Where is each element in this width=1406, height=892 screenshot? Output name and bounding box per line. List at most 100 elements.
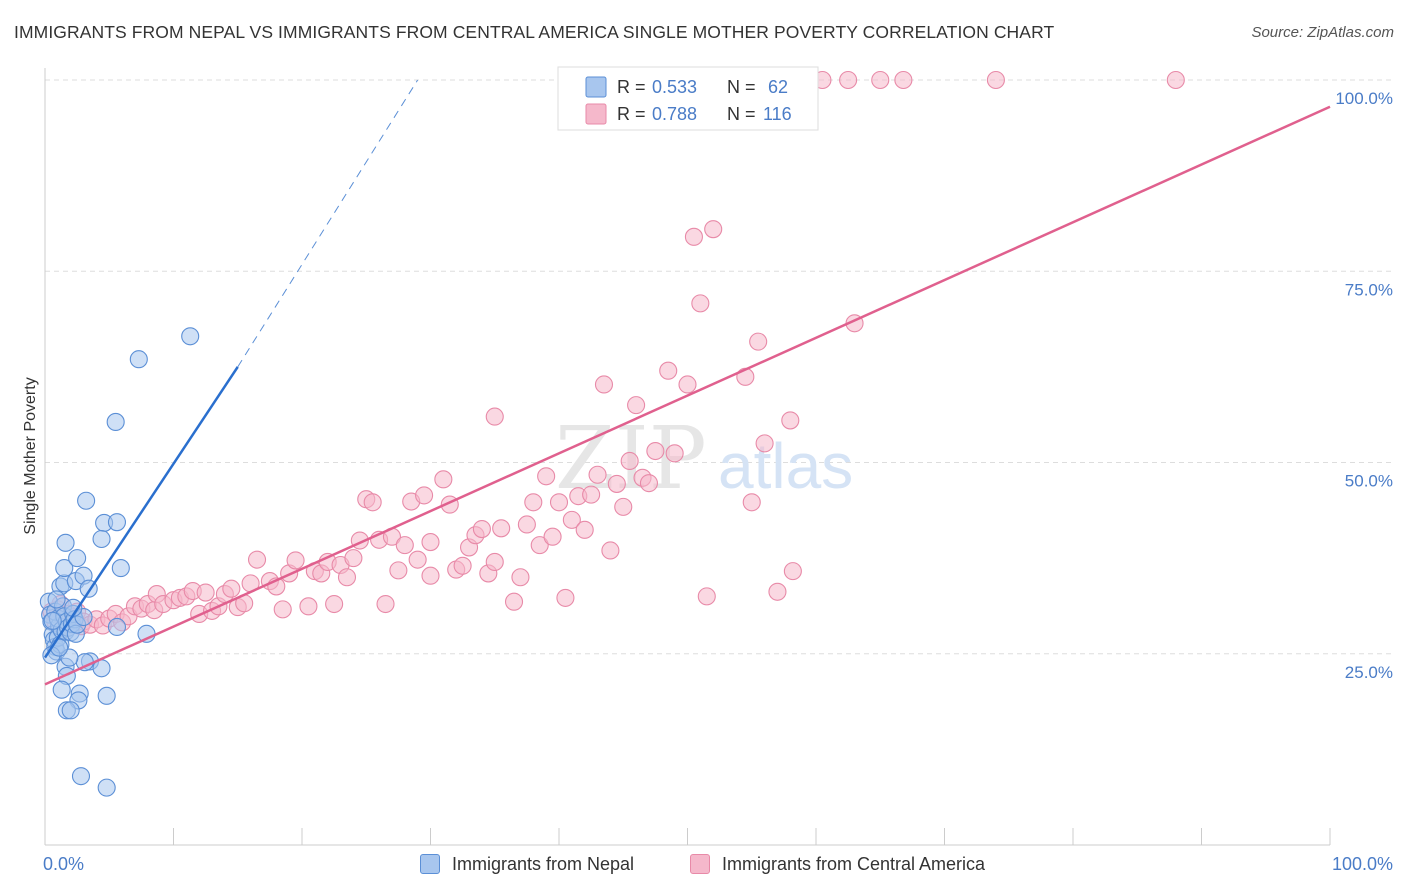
nepal-point-60: [47, 590, 66, 609]
central-america-point-42: [286, 551, 305, 570]
central-america-point-82: [556, 588, 575, 607]
x-tick-label-0: 0.0%: [43, 854, 84, 874]
central-america-point-92: [620, 451, 639, 471]
central-america-point-88: [594, 375, 614, 394]
chart-source: Source: ZipAtlas.com: [1251, 24, 1394, 41]
stats-legend: R = 0.533 N = 62 R = 0.788 N = 116: [557, 66, 819, 131]
central-america-point-86: [582, 485, 601, 504]
legend-r-value-nepal: 0.533: [652, 77, 697, 97]
central-america-point-102: [697, 587, 716, 606]
central-america-point-116: [894, 70, 913, 90]
central-america-point-93: [627, 396, 646, 415]
central-america-point-103: [704, 220, 723, 239]
central-america-point-101: [691, 294, 710, 313]
central-america-point-75: [511, 568, 530, 587]
central-america-point-100: [684, 227, 703, 246]
nepal-point-49: [92, 529, 111, 549]
central-america-point-99: [678, 375, 697, 394]
bottom-legend-label-central-america: Immigrants from Central America: [722, 853, 986, 874]
nepal-point-45: [97, 686, 116, 705]
bottom-legend-swatch-central-america: [690, 854, 710, 874]
central-america-point-71: [485, 552, 504, 572]
series-nepal: [39, 327, 200, 797]
central-america-point-53: [363, 493, 382, 512]
central-america-point-55: [376, 594, 395, 614]
central-america-point-37: [247, 550, 267, 569]
central-america-point-74: [504, 592, 524, 611]
legend-n-label-central-america: N =: [727, 104, 756, 124]
central-america-point-60: [408, 550, 427, 569]
central-america-trend-line: [44, 105, 1331, 686]
central-america-point-50: [344, 549, 363, 568]
y-tick-label-2: 75.0%: [1345, 280, 1393, 299]
legend-n-value-central-america: 116: [763, 104, 792, 124]
y-tick-label-1: 50.0%: [1345, 472, 1393, 491]
nepal-point-37: [52, 680, 71, 699]
y-tick-label-3: 100.0%: [1335, 89, 1393, 108]
central-america-point-33: [222, 579, 241, 598]
central-america-point-63: [434, 470, 453, 489]
central-america-point-98: [665, 444, 684, 463]
central-america-point-105: [742, 493, 761, 512]
chart-title: IMMIGRANTS FROM NEPAL VS IMMIGRANTS FROM…: [14, 22, 1055, 42]
central-america-point-115: [871, 70, 890, 90]
axis-layer: 25.0% 50.0% 75.0% 100.0% 0.0% 100.0%: [43, 68, 1393, 874]
central-america-point-57: [389, 561, 408, 580]
central-america-point-107: [755, 434, 774, 453]
central-america-point-80: [543, 527, 562, 546]
central-america-point-49: [337, 568, 357, 587]
nepal-point-52: [129, 350, 148, 369]
watermark-atlas: atlas: [718, 430, 853, 502]
nepal-point-42: [71, 767, 91, 786]
central-america-point-87: [588, 465, 607, 484]
central-america-point-91: [614, 497, 633, 516]
central-america-point-117: [986, 70, 1005, 90]
central-america-point-43: [299, 597, 318, 616]
nepal-trend-line: [43, 366, 239, 659]
central-america-point-47: [325, 594, 344, 614]
nepal-point-27: [55, 559, 74, 578]
nepal-point-51: [106, 412, 125, 432]
y-axis-title: Single Mother Poverty: [22, 377, 39, 534]
central-america-point-119: [421, 566, 440, 585]
nepal-point-53: [181, 327, 200, 346]
central-america-point-29: [196, 583, 215, 602]
legend-r-value-central-america: 0.788: [652, 104, 697, 124]
central-america-point-118: [1166, 70, 1185, 90]
nepal-trend-extension: [237, 79, 419, 368]
central-america-point-40: [273, 600, 292, 619]
grid-layer: [45, 79, 1395, 655]
central-america-point-77: [524, 493, 543, 512]
nepal-point-28: [56, 533, 75, 552]
bottom-legend-nepal: Immigrants from Nepal: [420, 851, 634, 877]
central-america-point-97: [659, 361, 678, 380]
central-america-point-108: [768, 582, 787, 601]
legend-swatch-central-america: [585, 103, 607, 125]
nepal-point-58: [50, 638, 69, 657]
x-tick-label-1: 100.0%: [1332, 854, 1393, 874]
bottom-legend-swatch-nepal: [420, 854, 440, 874]
central-america-point-78: [530, 536, 549, 555]
central-america-point-90: [607, 474, 626, 493]
central-america-point-79: [537, 467, 556, 486]
central-america-point-69: [472, 520, 491, 539]
legend-n-label-nepal: N =: [727, 77, 756, 97]
central-america-point-110: [783, 562, 802, 581]
trend-lines: [43, 79, 1331, 686]
central-america-point-96: [646, 441, 665, 461]
y-tick-label-0: 25.0%: [1345, 663, 1393, 682]
bottom-legend-central-america: Immigrants from Central America: [690, 851, 985, 877]
series-central-america: [42, 70, 1185, 636]
central-america-point-106: [749, 332, 768, 351]
central-america-point-83: [562, 510, 581, 529]
central-america-point-89: [601, 541, 620, 560]
bottom-legend-label-nepal: Immigrants from Nepal: [452, 853, 635, 874]
central-america-point-73: [485, 407, 504, 426]
nepal-point-55: [107, 617, 127, 637]
legend-r-label-central-america: R =: [617, 104, 646, 124]
central-america-point-109: [781, 411, 800, 430]
central-america-point-114: [839, 70, 858, 90]
central-america-point-62: [421, 533, 440, 552]
central-america-point-58: [395, 536, 414, 555]
nepal-point-50: [111, 559, 130, 578]
